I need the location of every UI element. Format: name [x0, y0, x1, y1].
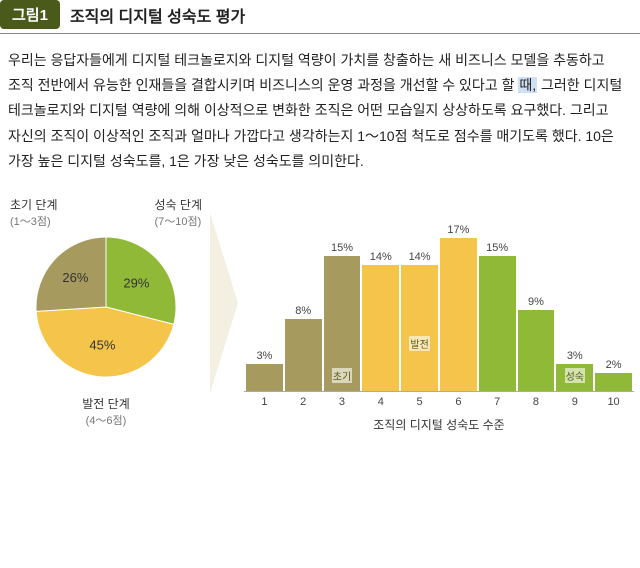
pie-legend-mature: 성숙 단계 (7～10점) [155, 196, 203, 229]
bars-container: 3%8%15%초기14%14%발전17%15%9%3%성숙2% [244, 192, 634, 392]
pie-slice-label: 26% [62, 271, 88, 286]
bar-rect [285, 319, 322, 391]
bar-rect [556, 364, 593, 391]
bar-xtick: 7 [479, 396, 516, 408]
bar-item: 14%발전 [401, 192, 438, 391]
bar-xtick: 3 [324, 396, 361, 408]
bar-value-label: 15% [486, 242, 508, 254]
pie-svg: 29% 45% 26% [6, 229, 206, 389]
pie-legend-mid-label: 발전 단계 [6, 395, 206, 412]
pie-legend-mid-sub: (4～6점) [6, 412, 206, 428]
bar-value-label: 9% [528, 296, 544, 308]
bar-value-label: 8% [295, 305, 311, 317]
bar-value-label: 2% [606, 359, 622, 371]
bar-xtick: 10 [595, 396, 632, 408]
bar-xlabel: 조직의 디지털 성숙도 수준 [244, 416, 634, 433]
bar-item: 3%성숙 [556, 192, 593, 391]
bar-rect [401, 265, 438, 391]
bar-xtick: 8 [518, 396, 555, 408]
bar-item: 2% [595, 192, 632, 391]
bar-rect [479, 256, 516, 391]
bar-item: 9% [518, 192, 555, 391]
bar-item: 15% [479, 192, 516, 391]
figure-title: 조직의 디지털 성숙도 평가 [70, 0, 245, 29]
bar-value-label: 14% [370, 251, 392, 263]
bar-rect [440, 238, 477, 391]
bar-rect [324, 256, 361, 391]
bar-xtick: 1 [246, 396, 283, 408]
bar-xtick: 6 [440, 396, 477, 408]
bar-item: 3% [246, 192, 283, 391]
bar-chart: 3%8%15%초기14%14%발전17%15%9%3%성숙2% 12345678… [244, 192, 634, 433]
bar-value-label: 14% [409, 251, 431, 263]
bar-xticks: 12345678910 [244, 396, 634, 408]
bar-item: 14% [362, 192, 399, 391]
charts-row: 초기 단계 (1～3점) 성숙 단계 (7～10점) 29%45%26% 발전 … [0, 192, 640, 433]
caption-highlight: 때, [518, 77, 537, 93]
bar-rect [595, 373, 632, 391]
bar-rect [246, 364, 283, 391]
bar-rect [362, 265, 399, 391]
figure-badge: 그림1 [0, 0, 60, 29]
pie-legend-mature-label: 성숙 단계 [155, 196, 203, 213]
bar-item: 8% [285, 192, 322, 391]
bar-value-label: 15% [331, 242, 353, 254]
bar-value-label: 3% [567, 350, 583, 362]
bar-xtick: 4 [362, 396, 399, 408]
pie-slice-label: 45% [89, 338, 115, 353]
pie-legend-mid: 발전 단계 (4～6점) [6, 395, 206, 428]
caption-head: 우리는 응답자들에게 디지털 테크놀로지와 디지털 역량이 가치를 창출하는 새… [8, 52, 605, 93]
pie-legend-early: 초기 단계 (1～3점) [10, 196, 58, 229]
bar-xtick: 9 [556, 396, 593, 408]
figure-caption: 우리는 응답자들에게 디지털 테크놀로지와 디지털 역량이 가치를 창출하는 새… [0, 48, 640, 174]
bar-item: 17% [440, 192, 477, 391]
bar-value-label: 3% [256, 350, 272, 362]
bar-xtick: 2 [285, 396, 322, 408]
arrow-triangle [210, 213, 238, 393]
pie-legend-early-label: 초기 단계 [10, 196, 58, 213]
bar-item: 15%초기 [324, 192, 361, 391]
pie-legend-early-sub: (1～3점) [10, 213, 58, 229]
pie-chart: 초기 단계 (1～3점) 성숙 단계 (7～10점) 29% 45% 26% 발전 … [6, 196, 206, 428]
pie-top-legend: 초기 단계 (1～3점) 성숙 단계 (7～10점) [6, 196, 206, 229]
bar-xtick: 5 [401, 396, 438, 408]
pie-legend-mature-sub: (7～10점) [155, 213, 203, 229]
bar-rect [518, 310, 555, 391]
bar-value-label: 17% [447, 224, 469, 236]
pie-slice-label: 29% [123, 276, 149, 291]
figure-header: 그림1 조직의 디지털 성숙도 평가 [0, 0, 640, 34]
